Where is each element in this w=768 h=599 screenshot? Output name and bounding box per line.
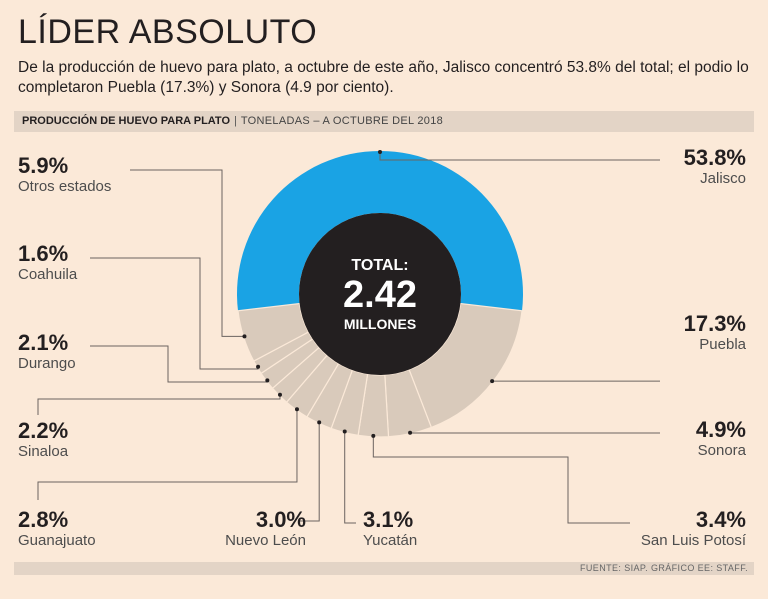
leader-line-durango: [90, 345, 268, 383]
label-puebla-value: 17.3%: [683, 311, 746, 336]
center-total-value: 2.42: [343, 274, 417, 316]
chart-title: LÍDER ABSOLUTO: [18, 13, 318, 51]
leader-line-guanajuato: [37, 409, 298, 500]
leader-line-otros-estados: [130, 169, 245, 337]
center-disc: [299, 213, 461, 375]
leader-dot-jalisco: [378, 150, 382, 154]
label-coahuila-name: Coahuila: [18, 266, 78, 283]
label-sonora-name: Sonora: [697, 442, 746, 459]
header-bar-main: PRODUCCIÓN DE HUEVO PARA PLATO: [22, 115, 230, 127]
leader-lines: [37, 150, 660, 524]
label-otros-estados: 5.9% Otros estados: [18, 153, 112, 195]
label-yucatan: 3.1% Yucatán: [363, 507, 418, 549]
label-otros-name: Otros estados: [18, 178, 112, 195]
chart-subtitle: De la producción de huevo para plato, a …: [18, 59, 749, 96]
label-nuevo-leon-value: 3.0%: [255, 507, 306, 532]
leader-line-jalisco: [379, 152, 660, 161]
label-sinaloa-name: Sinaloa: [18, 443, 69, 460]
leader-line-nuevo-le-n: [300, 422, 320, 522]
leader-line-coahuila: [90, 257, 259, 370]
leader-dot-nuevo-le-n: [317, 420, 322, 425]
label-nuevo-leon-name: Nuevo León: [225, 532, 306, 549]
label-sonora: 4.9% Sonora: [695, 417, 746, 459]
label-puebla: 17.3% Puebla: [683, 311, 746, 353]
label-sinaloa: 2.2% Sinaloa: [18, 418, 69, 460]
label-durango-name: Durango: [18, 355, 76, 372]
center-total-unit: MILLONES: [344, 316, 416, 332]
label-yucatan-name: Yucatán: [363, 532, 418, 549]
label-durango-value: 2.1%: [18, 330, 69, 355]
slice-jalisco: [237, 150, 523, 311]
label-jalisco-name: Jalisco: [700, 170, 746, 187]
label-slp-name: San Luis Potosí: [640, 532, 746, 549]
pie-slices: [237, 150, 523, 438]
label-coahuila-value: 1.6%: [18, 241, 69, 266]
leader-dot-guanajuato: [294, 407, 299, 412]
label-otros-value: 5.9%: [18, 153, 69, 178]
label-nuevo-leon: 3.0% Nuevo León: [225, 507, 306, 549]
label-guanajuato-name: Guanajuato: [18, 532, 96, 549]
label-san-luis-potosi: 3.4% San Luis Potosí: [640, 507, 746, 549]
label-guanajuato-value: 2.8%: [18, 507, 69, 532]
label-sonora-value: 4.9%: [695, 417, 746, 442]
source-footer: FUENTE: SIAP. GRÁFICO EE: STAFF.: [14, 562, 754, 575]
header-bar: PRODUCCIÓN DE HUEVO PARA PLATO | TONELADAS…: [14, 111, 754, 132]
leader-dot-durango: [265, 378, 270, 383]
header-bar-separator: |: [234, 115, 237, 127]
leader-dot-otros-estados: [242, 334, 247, 339]
leader-line-sinaloa: [37, 394, 281, 415]
label-puebla-name: Puebla: [699, 336, 746, 353]
leader-dot-puebla: [490, 379, 495, 384]
label-jalisco-value: 53.8%: [683, 145, 746, 170]
header-bar-sub: TONELADAS – A OCTUBRE DEL 2018: [240, 115, 444, 127]
label-yucatan-value: 3.1%: [363, 507, 414, 532]
leader-dot-yucat-n: [342, 429, 347, 434]
center-total-label: TOTAL:: [351, 257, 408, 274]
leader-dot-sinaloa: [277, 392, 282, 397]
leader-line-san-luis-potos-: [372, 435, 630, 524]
label-slp-value: 3.4%: [695, 507, 746, 532]
label-jalisco: 53.8% Jalisco: [683, 145, 746, 187]
leader-dot-san-luis-potos-: [371, 433, 376, 438]
leader-dot-sonora: [408, 430, 413, 435]
leader-dot-coahuila: [256, 364, 261, 369]
label-coahuila: 1.6% Coahuila: [18, 241, 78, 283]
label-durango: 2.1% Durango: [18, 330, 76, 372]
label-sinaloa-value: 2.2%: [18, 418, 69, 443]
leader-line-yucat-n: [344, 431, 356, 524]
label-guanajuato: 2.8% Guanajuato: [18, 507, 96, 549]
